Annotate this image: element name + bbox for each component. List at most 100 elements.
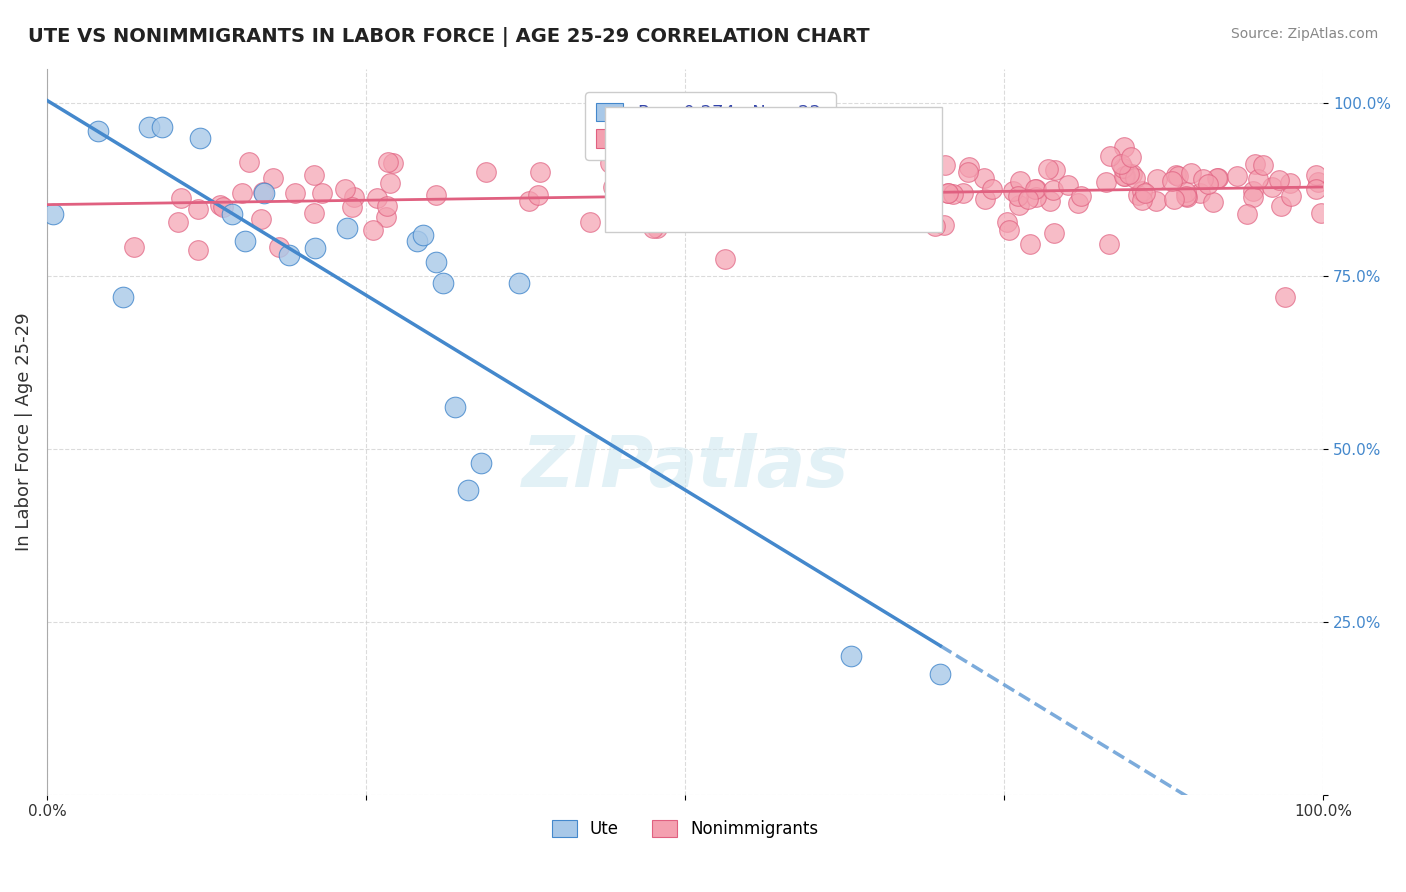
Point (1119, 150, 1142, 164)
Point (366, 191, 388, 205)
Point (1241, 184, 1264, 198)
Point (1274, 290, 1296, 304)
Point (1112, 161, 1135, 175)
Text: Source: ZipAtlas.com: Source: ZipAtlas.com (1230, 27, 1378, 41)
Point (425, 255, 447, 269)
Point (406, 235, 429, 249)
Point (952, 186, 974, 200)
Point (470, 456, 492, 470)
Point (1017, 192, 1039, 206)
Point (457, 483, 479, 498)
Point (1305, 182, 1327, 196)
Point (87, 124, 110, 138)
Point (42, 207, 65, 221)
Point (814, 184, 837, 198)
Point (844, 186, 866, 201)
Point (1038, 162, 1060, 177)
Point (432, 276, 454, 290)
Point (603, 194, 626, 208)
Point (929, 666, 952, 681)
Point (1188, 186, 1211, 200)
Point (262, 171, 284, 186)
Point (1174, 189, 1197, 203)
Point (304, 241, 326, 255)
Point (1112, 169, 1135, 184)
Point (267, 240, 290, 254)
Point (873, 204, 896, 219)
Point (1279, 189, 1302, 203)
Point (1270, 199, 1292, 213)
Point (1114, 140, 1136, 154)
Point (1247, 172, 1270, 186)
Point (1007, 189, 1029, 203)
Point (672, 186, 695, 201)
Point (884, 179, 907, 194)
Point (942, 186, 965, 201)
Point (1163, 192, 1185, 206)
Point (375, 210, 398, 224)
Point (818, 165, 841, 179)
Point (333, 182, 356, 196)
Point (1175, 190, 1198, 204)
Point (1098, 149, 1121, 163)
Point (1268, 173, 1291, 187)
Point (377, 155, 399, 169)
Point (212, 200, 235, 214)
Point (1226, 169, 1249, 183)
Point (304, 206, 326, 220)
Point (647, 170, 669, 185)
Point (668, 184, 690, 198)
Point (187, 243, 209, 257)
Point (936, 186, 959, 200)
Point (859, 199, 882, 213)
Point (1174, 186, 1197, 200)
Point (1070, 189, 1092, 203)
Point (187, 202, 209, 217)
Point (1128, 187, 1150, 202)
Point (361, 223, 384, 237)
Point (517, 194, 540, 208)
Point (1114, 169, 1136, 184)
Point (311, 186, 333, 200)
Point (375, 199, 398, 213)
Point (138, 120, 160, 135)
Point (602, 180, 624, 194)
Point (1305, 168, 1327, 182)
Point (934, 158, 956, 172)
Point (1094, 175, 1116, 189)
Point (839, 649, 862, 664)
Point (648, 155, 671, 169)
Point (613, 199, 636, 213)
Point (1241, 190, 1264, 204)
Point (1261, 180, 1284, 194)
Point (167, 214, 190, 228)
Point (1130, 193, 1153, 207)
Point (342, 200, 364, 214)
Point (252, 185, 274, 199)
Point (866, 177, 889, 191)
Point (744, 189, 766, 203)
Point (678, 199, 700, 213)
Point (1161, 173, 1184, 187)
Point (1042, 183, 1064, 197)
Point (1109, 157, 1132, 171)
Point (956, 165, 979, 179)
Point (1121, 167, 1143, 181)
Point (643, 221, 665, 235)
Point (1167, 169, 1189, 183)
Point (938, 186, 960, 200)
Point (1202, 195, 1225, 210)
Point (682, 210, 704, 224)
Text: UTE VS NONIMMIGRANTS IN LABOR FORCE | AGE 25-29 CORRELATION CHART: UTE VS NONIMMIGRANTS IN LABOR FORCE | AG… (28, 27, 870, 46)
Point (169, 191, 191, 205)
Point (1306, 176, 1329, 190)
Point (231, 186, 253, 200)
Point (1098, 236, 1121, 251)
Point (150, 120, 173, 135)
Point (529, 165, 551, 179)
Point (304, 168, 326, 182)
Point (908, 185, 931, 199)
Point (444, 401, 467, 415)
Point (1164, 168, 1187, 182)
Point (412, 227, 434, 242)
